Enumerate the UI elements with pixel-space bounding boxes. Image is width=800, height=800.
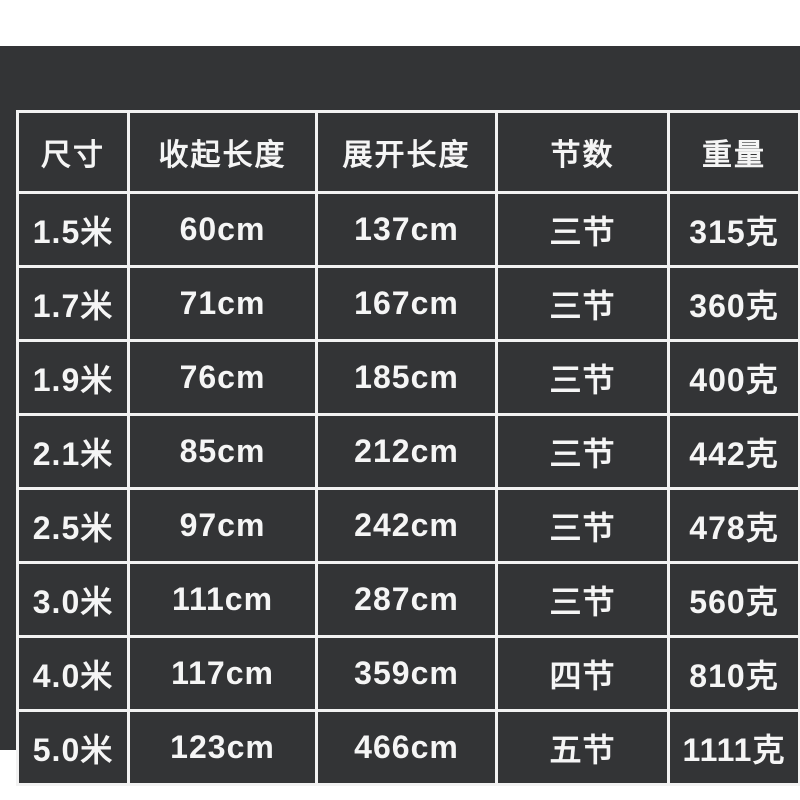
cell-extended-length: 185cm [315,339,498,416]
cell-size: 2.1米 [16,413,130,490]
cell-sections: 三节 [495,413,670,490]
cell-extended-length: 167cm [315,265,498,342]
cell-extended-length: 242cm [315,487,498,564]
cell-weight: 360克 [667,265,800,342]
cell-extended-length: 212cm [315,413,498,490]
header-closed-length: 收起长度 [127,110,318,194]
cell-weight: 810克 [667,635,800,712]
cell-closed-length: 97cm [127,487,318,564]
cell-size: 3.0米 [16,561,130,638]
cell-sections: 三节 [495,191,670,268]
header-sections: 节数 [495,110,670,194]
table-row: 5.0米 123cm 466cm 五节 1111克 [16,709,800,786]
cell-weight: 1111克 [667,709,800,786]
cell-sections: 三节 [495,487,670,564]
table-row: 1.7米 71cm 167cm 三节 360克 [16,265,800,342]
cell-closed-length: 117cm [127,635,318,712]
cell-weight: 315克 [667,191,800,268]
cell-extended-length: 287cm [315,561,498,638]
cell-sections: 三节 [495,339,670,416]
cell-sections: 五节 [495,709,670,786]
cell-size: 1.5米 [16,191,130,268]
table-row: 1.9米 76cm 185cm 三节 400克 [16,339,800,416]
cell-closed-length: 60cm [127,191,318,268]
table-body: 1.5米 60cm 137cm 三节 315克 1.7米 71cm 167cm … [16,191,800,786]
cell-sections: 三节 [495,561,670,638]
cell-size: 4.0米 [16,635,130,712]
cell-closed-length: 123cm [127,709,318,786]
cell-size: 2.5米 [16,487,130,564]
cell-extended-length: 137cm [315,191,498,268]
table-row: 2.5米 97cm 242cm 三节 478克 [16,487,800,564]
cell-sections: 三节 [495,265,670,342]
header-weight: 重量 [667,110,800,194]
cell-closed-length: 76cm [127,339,318,416]
cell-size: 1.7米 [16,265,130,342]
header-size: 尺寸 [16,110,130,194]
cell-extended-length: 466cm [315,709,498,786]
cell-weight: 400克 [667,339,800,416]
cell-weight: 442克 [667,413,800,490]
table-row: 1.5米 60cm 137cm 三节 315克 [16,191,800,268]
header-extended-length: 展开长度 [315,110,498,194]
spec-table: 尺寸 收起长度 展开长度 节数 重量 1.5米 60cm 137cm 三节 31… [16,110,800,786]
spec-panel: 尺寸 收起长度 展开长度 节数 重量 1.5米 60cm 137cm 三节 31… [0,46,800,786]
cell-extended-length: 359cm [315,635,498,712]
cell-closed-length: 85cm [127,413,318,490]
cell-weight: 478克 [667,487,800,564]
table-row: 2.1米 85cm 212cm 三节 442克 [16,413,800,490]
table-row: 3.0米 111cm 287cm 三节 560克 [16,561,800,638]
cell-closed-length: 71cm [127,265,318,342]
cell-size: 1.9米 [16,339,130,416]
table-row: 4.0米 117cm 359cm 四节 810克 [16,635,800,712]
cell-weight: 560克 [667,561,800,638]
cell-sections: 四节 [495,635,670,712]
cell-closed-length: 111cm [127,561,318,638]
cell-size: 5.0米 [16,709,130,786]
header-row: 尺寸 收起长度 展开长度 节数 重量 [16,110,800,194]
